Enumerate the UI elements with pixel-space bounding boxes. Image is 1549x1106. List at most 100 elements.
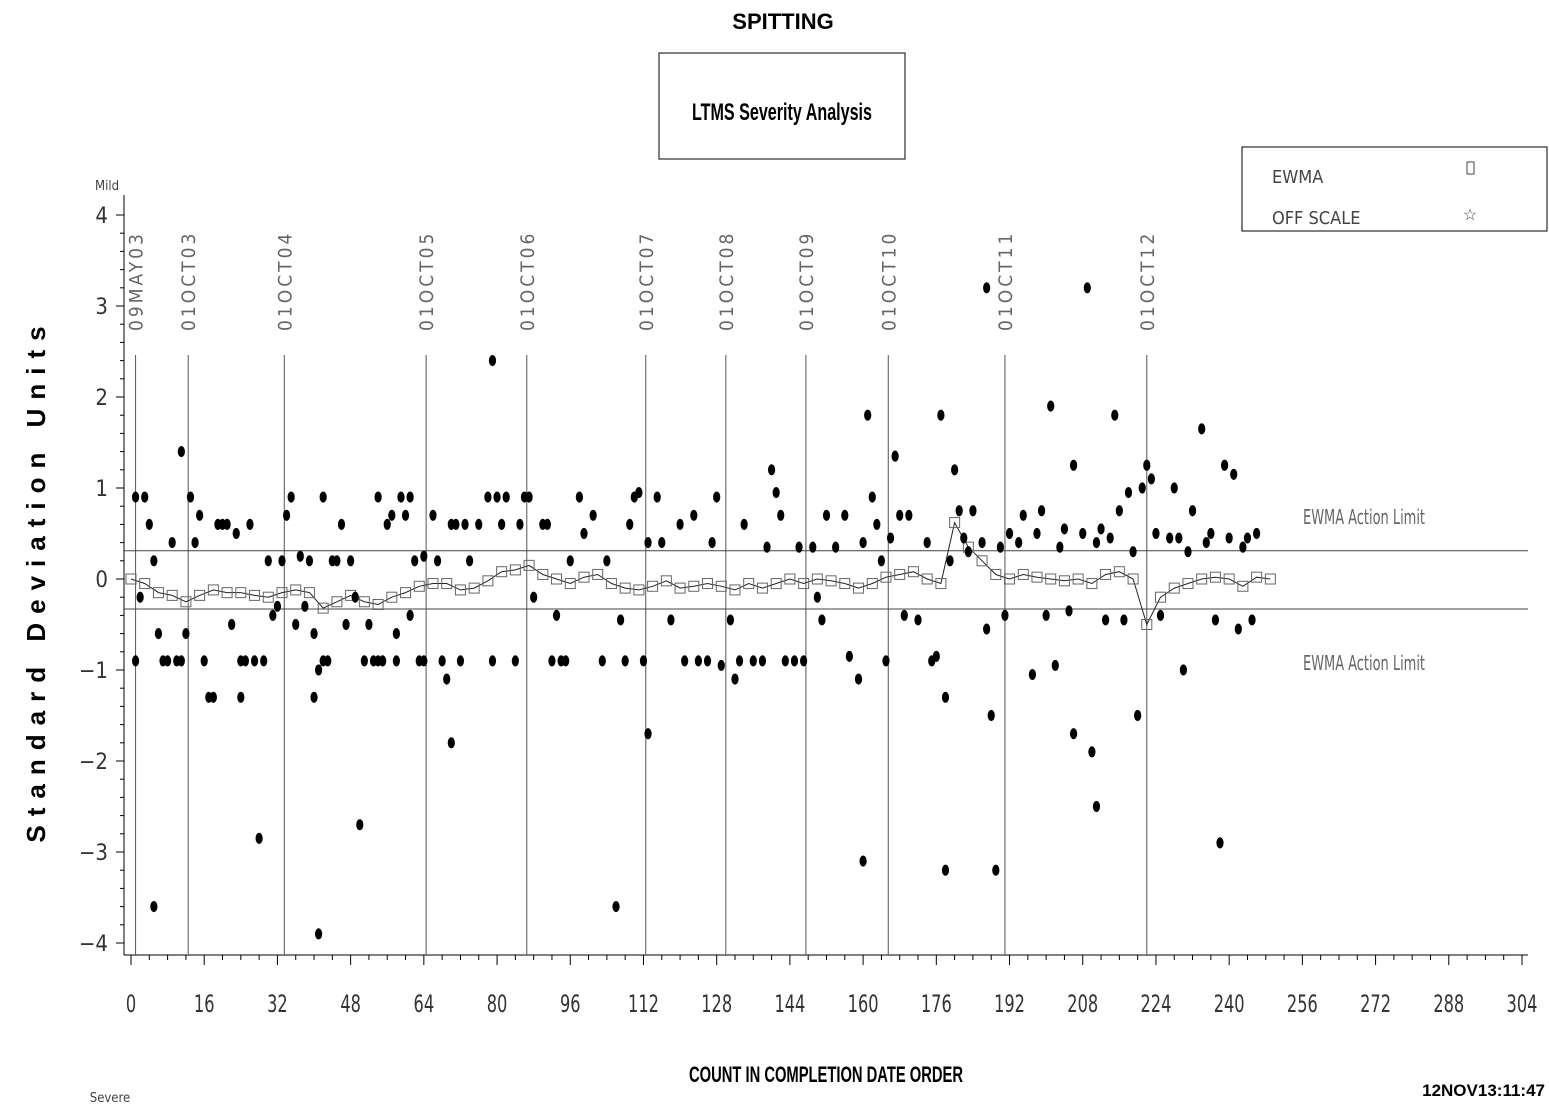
result-point [411,555,419,567]
ewma-point [647,580,659,592]
result-point [498,518,506,531]
result-point [992,864,1000,876]
result-point [809,541,817,553]
x-tick-label: 208 [1067,991,1098,1019]
ewma-point [935,578,947,590]
result-point [241,655,249,667]
subtitle-box: LTMS Severity Analysis [658,52,906,160]
ewma-point [1223,573,1235,585]
result-point [1005,527,1014,540]
ewma-point [262,591,274,603]
result-point [223,518,231,531]
result-point [191,537,199,549]
result-points [131,282,1261,940]
result-point [1188,505,1197,517]
ewma-point [578,571,590,583]
result-point [731,673,739,685]
result-point [960,532,968,544]
ewma-point [1141,619,1153,630]
result-point [703,655,712,667]
result-point [493,491,501,503]
x-tick-label: 192 [994,991,1025,1019]
result-point [1001,609,1009,622]
result-point [900,609,908,622]
date-marker-label: 01OCT06 [517,231,539,331]
ewma-point [1209,571,1221,583]
result-point [246,518,254,531]
ewma-point [756,582,768,594]
result-point [1037,505,1046,517]
result-point [566,555,574,567]
result-point [488,655,497,667]
result-point [1230,468,1238,480]
result-point [1060,523,1069,535]
result-point [1202,537,1210,549]
result-point [1042,609,1050,622]
result-point [1253,527,1261,540]
date-marker-label: 01OCT11 [995,231,1017,331]
result-point [420,655,428,667]
date-marker-label: 01OCT05 [416,231,438,331]
ewma-point [1168,582,1180,594]
y-tick-label: 4 [95,204,108,229]
result-point [1047,400,1055,412]
result-point [164,655,172,667]
result-point [351,591,359,603]
x-tick-label: 144 [774,991,805,1019]
result-point [1166,532,1174,544]
y-tick-label: 1 [95,477,108,502]
result-point [1239,541,1247,553]
date-marker-label: 01OCT08 [716,231,738,331]
result-point [644,537,652,549]
x-tick-label: 80 [487,991,508,1019]
ewma-point [413,580,425,592]
legend-label-ewma: EWMA [1272,167,1323,188]
result-point [1106,532,1114,544]
y-bottom-label: Severe [90,1091,130,1106]
result-point [864,409,872,421]
ewma-point [139,578,151,590]
result-point [713,491,721,503]
result-point [941,691,950,703]
y-tick-label: −2 [79,750,108,775]
ewma-point [1155,591,1167,603]
result-point [1156,609,1165,622]
ewma-point [1031,571,1043,583]
result-point [1124,486,1133,499]
ewma-point [331,596,343,608]
result-point [1152,527,1160,540]
result-point [177,655,185,667]
result-point [278,555,286,567]
result-point [1184,546,1192,558]
ewma-point [125,573,137,585]
result-point [484,491,492,503]
result-point [1069,728,1078,740]
date-marker-label: 01OCT09 [796,231,818,331]
x-tick-label: 288 [1433,991,1464,1019]
result-point [580,527,588,540]
result-point [1033,527,1041,540]
ewma-point [715,580,727,592]
result-point [616,614,625,626]
ewma-point [235,587,247,599]
result-point [983,623,991,635]
result-point [681,655,689,667]
result-point [347,555,355,567]
ewma-point [921,573,933,585]
result-point [310,628,318,640]
ewma-point [1086,578,1098,590]
result-point [516,518,524,531]
result-point [429,509,437,521]
result-point [145,518,153,531]
result-point [740,518,748,531]
result-point [420,550,428,562]
result-point [772,486,780,499]
result-point [1092,800,1101,813]
ewma-point [1058,575,1070,587]
result-point [177,446,185,458]
result-point [548,655,556,667]
result-point [932,650,940,662]
result-point [337,518,346,531]
result-point [1179,664,1188,676]
result-point [1102,614,1110,626]
